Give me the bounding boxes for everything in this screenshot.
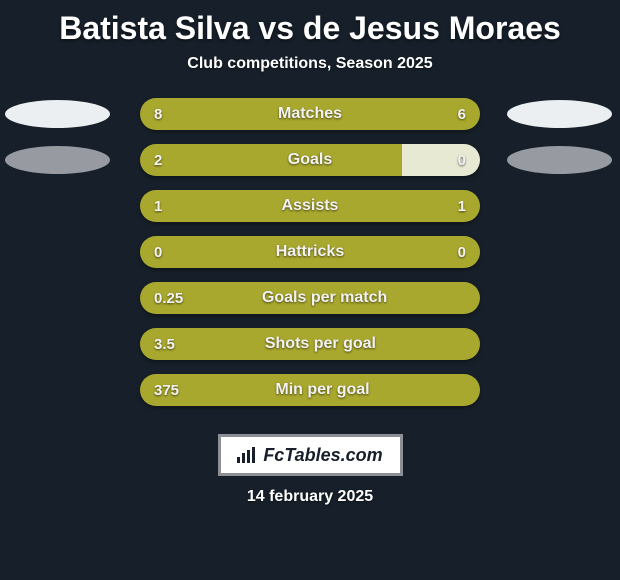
stat-category: Goals per match (183, 289, 466, 307)
value-left: 375 (154, 382, 179, 399)
stat-category: Min per goal (179, 381, 466, 399)
comparison-row: 3.5Shots per goal (0, 328, 620, 360)
bar-overlay: 375Min per goal (140, 374, 480, 406)
page-subtitle: Club competitions, Season 2025 (0, 55, 620, 98)
comparison-row: 8Matches6 (0, 98, 620, 130)
value-left: 2 (154, 152, 162, 169)
logo-text: FcTables.com (263, 445, 382, 466)
value-left: 0 (154, 244, 162, 261)
stat-category: Goals (162, 151, 457, 169)
stat-bar: 8Matches6 (140, 98, 480, 130)
value-right: 6 (458, 106, 466, 123)
stat-category: Hattricks (162, 243, 457, 261)
stat-bar: 1Assists1 (140, 190, 480, 222)
stat-bar: 0Hattricks0 (140, 236, 480, 268)
logo-box: FcTables.com (218, 434, 403, 476)
stat-bar: 375Min per goal (140, 374, 480, 406)
player-badge-right (507, 146, 612, 174)
stat-category: Assists (162, 197, 457, 215)
bar-overlay: 2Goals0 (140, 144, 480, 176)
stat-bar: 2Goals0 (140, 144, 480, 176)
comparison-row: 0.25Goals per match (0, 282, 620, 314)
value-left: 0.25 (154, 290, 183, 307)
bar-overlay: 8Matches6 (140, 98, 480, 130)
page-title: Batista Silva vs de Jesus Moraes (0, 0, 620, 55)
bar-overlay: 3.5Shots per goal (140, 328, 480, 360)
stat-category: Shots per goal (175, 335, 466, 353)
comparison-row: 0Hattricks0 (0, 236, 620, 268)
bar-overlay: 0.25Goals per match (140, 282, 480, 314)
comparison-row: 1Assists1 (0, 190, 620, 222)
comparison-rows: 8Matches62Goals01Assists10Hattricks00.25… (0, 98, 620, 426)
comparison-row: 2Goals0 (0, 144, 620, 176)
bar-overlay: 1Assists1 (140, 190, 480, 222)
stat-category: Matches (162, 105, 457, 123)
value-left: 1 (154, 198, 162, 215)
bar-overlay: 0Hattricks0 (140, 236, 480, 268)
value-right: 1 (458, 198, 466, 215)
chart-icon (237, 447, 257, 463)
player-badge-left (5, 146, 110, 174)
comparison-row: 375Min per goal (0, 374, 620, 406)
stat-bar: 0.25Goals per match (140, 282, 480, 314)
value-left: 3.5 (154, 336, 175, 353)
player-badge-left (5, 100, 110, 128)
value-left: 8 (154, 106, 162, 123)
stat-bar: 3.5Shots per goal (140, 328, 480, 360)
player-badge-right (507, 100, 612, 128)
value-right: 0 (458, 152, 466, 169)
value-right: 0 (458, 244, 466, 261)
date-label: 14 february 2025 (0, 488, 620, 506)
